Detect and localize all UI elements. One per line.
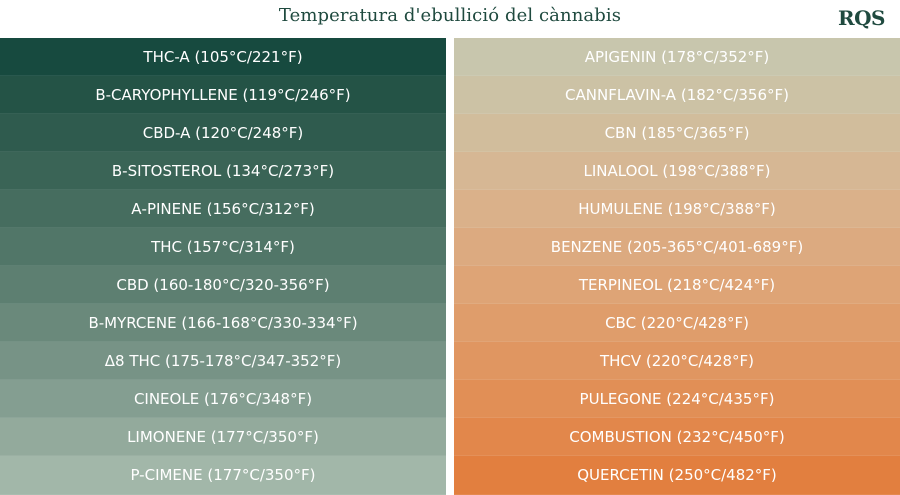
right-temperature-column: APIGENIN (178°C/352°F) CANNFLAVIN-A (182…	[454, 38, 900, 495]
temperature-row: CBC (220°C/428°F)	[454, 304, 900, 342]
temperature-row: TERPINEOL (218°C/424°F)	[454, 266, 900, 304]
temperature-row: APIGENIN (178°C/352°F)	[454, 38, 900, 76]
temperature-row: LINALOOL (198°C/388°F)	[454, 152, 900, 190]
temperature-row: CBN (185°C/365°F)	[454, 114, 900, 152]
temperature-row: Α-PINENE (156°C/312°F)	[0, 190, 446, 228]
temperature-row: COMBUSTION (232°C/450°F)	[454, 418, 900, 456]
temperature-row: BENZENE (205-365°C/401-689°F)	[454, 228, 900, 266]
temperature-row: LIMONENE (177°C/350°F)	[0, 418, 446, 456]
temperature-row: THC (157°C/314°F)	[0, 228, 446, 266]
temperature-row: HUMULENE (198°C/388°F)	[454, 190, 900, 228]
page-title: Temperatura d'ebullició del cànnabis	[278, 5, 622, 26]
temperature-row: CBD-A (120°C/248°F)	[0, 114, 446, 152]
temperature-row: PULEGONE (224°C/435°F)	[454, 380, 900, 418]
temperature-row: THC-A (105°C/221°F)	[0, 38, 446, 76]
temperature-row: THCV (220°C/428°F)	[454, 342, 900, 380]
left-temperature-column: THC-A (105°C/221°F) Β-CARYOPHYLLENE (119…	[0, 38, 446, 495]
header: Temperatura d'ebullició del cànnabis RQS	[0, 0, 900, 38]
temperature-row: CANNFLAVIN-A (182°C/356°F)	[454, 76, 900, 114]
temperature-row: CBD (160-180°C/320-356°F)	[0, 266, 446, 304]
temperature-row: P-CIMENE (177°C/350°F)	[0, 456, 446, 495]
brand-logo: RQS	[838, 6, 886, 30]
temperature-row: Δ8 THC (175-178°C/347-352°F)	[0, 342, 446, 380]
temperature-row: Β-CARYOPHYLLENE (119°C/246°F)	[0, 76, 446, 114]
temperature-row: QUERCETIN (250°C/482°F)	[454, 456, 900, 495]
temperature-row: CINEOLE (176°C/348°F)	[0, 380, 446, 418]
temperature-row: Β-MYRCENE (166-168°C/330-334°F)	[0, 304, 446, 342]
temperature-row: Β-SITOSTEROL (134°C/273°F)	[0, 152, 446, 190]
